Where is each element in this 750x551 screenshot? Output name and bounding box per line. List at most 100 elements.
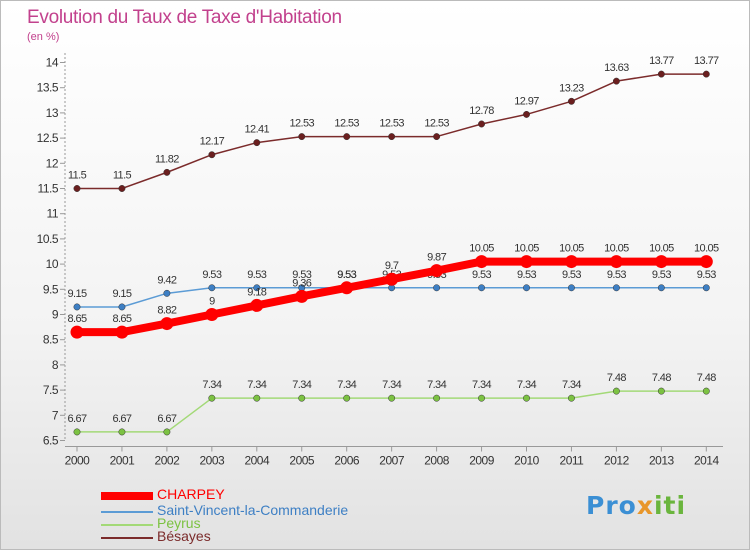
x-tick-label: 2006 xyxy=(334,454,360,468)
data-label-charpey: 10.05 xyxy=(694,243,719,255)
data-point-peyrus xyxy=(612,387,620,395)
data-point-charpey xyxy=(385,272,399,286)
x-tick-label: 2001 xyxy=(110,454,136,468)
data-label-charpey: 10.05 xyxy=(559,243,584,255)
data-point-b-sayes xyxy=(343,133,351,141)
x-tick-label: 2012 xyxy=(604,454,630,468)
data-label-charpey: 9.7 xyxy=(385,260,399,272)
data-point-b-sayes xyxy=(433,133,441,141)
legend-swatch-saint-vincent xyxy=(101,511,153,513)
data-point-saint-vincent-la-commanderie xyxy=(253,284,261,292)
data-label-b-sayes: 13.23 xyxy=(559,82,584,94)
data-label-b-sayes: 13.77 xyxy=(649,55,674,67)
data-point-b-sayes xyxy=(523,110,530,118)
data-point-charpey xyxy=(295,289,309,303)
data-label-b-sayes: 12.17 xyxy=(200,136,225,148)
data-point-peyrus xyxy=(568,394,575,402)
data-label-saint-vincent-la-commanderie: 9.42 xyxy=(157,274,176,286)
data-point-charpey xyxy=(160,317,174,331)
legend-swatch-charpey xyxy=(101,492,153,500)
data-label-peyrus: 7.34 xyxy=(472,379,491,391)
data-label-b-sayes: 12.41 xyxy=(245,124,270,136)
data-point-peyrus xyxy=(208,394,216,402)
data-point-peyrus xyxy=(118,428,126,436)
data-point-b-sayes xyxy=(612,77,620,85)
data-label-peyrus: 7.34 xyxy=(202,379,221,391)
legend-label-peyrus: Peyrus xyxy=(157,515,201,531)
data-label-saint-vincent-la-commanderie: 9.53 xyxy=(292,269,311,281)
data-label-peyrus: 6.67 xyxy=(157,413,176,425)
data-point-b-sayes xyxy=(702,70,710,78)
data-label-peyrus: 7.48 xyxy=(607,372,626,384)
y-tick-label: 11 xyxy=(47,207,59,221)
data-point-charpey xyxy=(475,255,489,269)
y-tick-label: 11.5 xyxy=(38,182,59,196)
data-label-saint-vincent-la-commanderie: 9.53 xyxy=(652,269,671,281)
data-point-b-sayes xyxy=(568,97,575,105)
x-tick-label: 2009 xyxy=(469,454,495,468)
legend-label-charpey: CHARPEY xyxy=(157,486,225,502)
data-label-peyrus: 7.48 xyxy=(652,372,671,384)
data-point-charpey xyxy=(430,264,444,278)
data-label-saint-vincent-la-commanderie: 9.53 xyxy=(517,269,536,281)
data-label-peyrus: 6.67 xyxy=(67,413,86,425)
y-tick-label: 8.5 xyxy=(43,333,59,347)
data-label-charpey: 8.65 xyxy=(112,313,131,325)
data-point-charpey xyxy=(654,255,668,269)
x-tick-label: 2014 xyxy=(694,454,720,468)
x-tick-label: 2005 xyxy=(289,454,315,468)
y-tick-label: 10.5 xyxy=(37,232,59,246)
y-tick-label: 10 xyxy=(46,257,59,271)
y-tick-label: 6.5 xyxy=(43,434,59,448)
data-label-saint-vincent-la-commanderie: 9.15 xyxy=(67,288,86,300)
data-label-charpey: 10.05 xyxy=(649,243,674,255)
data-label-saint-vincent-la-commanderie: 9.15 xyxy=(112,288,131,300)
data-point-peyrus xyxy=(702,387,710,395)
data-point-b-sayes xyxy=(163,168,171,176)
series-line-b-sayes xyxy=(76,73,708,190)
data-point-b-sayes xyxy=(298,133,306,141)
data-label-b-sayes: 12.53 xyxy=(289,118,314,130)
data-point-saint-vincent-la-commanderie xyxy=(702,284,710,292)
data-point-charpey xyxy=(609,255,623,269)
chart-subtitle: (en %) xyxy=(27,31,60,43)
data-point-saint-vincent-la-commanderie xyxy=(118,303,126,311)
data-point-charpey xyxy=(250,298,264,312)
data-label-saint-vincent-la-commanderie: 9.53 xyxy=(562,269,581,281)
data-label-saint-vincent-la-commanderie: 9.53 xyxy=(607,269,626,281)
logo-part-3: iti xyxy=(653,491,687,520)
data-label-b-sayes: 12.97 xyxy=(514,95,539,107)
data-label-charpey: 9.87 xyxy=(427,252,446,264)
data-label-saint-vincent-la-commanderie: 9.53 xyxy=(697,269,716,281)
data-label-b-sayes: 11.82 xyxy=(155,153,179,165)
data-label-b-sayes: 11.5 xyxy=(113,170,132,182)
data-label-b-sayes: 12.78 xyxy=(469,105,494,117)
data-point-b-sayes xyxy=(208,151,216,159)
data-point-b-sayes xyxy=(388,133,396,141)
data-point-saint-vincent-la-commanderie xyxy=(478,284,485,292)
y-tick-label: 7.5 xyxy=(43,383,59,397)
data-point-peyrus xyxy=(478,394,485,402)
y-tick-label: 9.5 xyxy=(43,282,59,296)
data-point-saint-vincent-la-commanderie xyxy=(612,284,620,292)
data-point-peyrus xyxy=(163,428,171,436)
x-tick-label: 2004 xyxy=(244,454,270,468)
data-label-peyrus: 7.34 xyxy=(382,379,401,391)
data-label-peyrus: 7.34 xyxy=(337,379,356,391)
data-point-peyrus xyxy=(298,394,306,402)
data-point-peyrus xyxy=(433,394,441,402)
x-tick-label: 2008 xyxy=(424,454,450,468)
data-label-peyrus: 7.34 xyxy=(292,379,311,391)
data-point-saint-vincent-la-commanderie xyxy=(163,289,171,297)
y-tick-label: 7 xyxy=(52,408,59,422)
data-label-charpey: 10.05 xyxy=(514,243,539,255)
data-label-charpey: 10.05 xyxy=(469,243,494,255)
data-point-saint-vincent-la-commanderie xyxy=(433,284,441,292)
data-label-b-sayes: 12.53 xyxy=(379,118,404,130)
legend-swatch-peyrus xyxy=(101,524,153,526)
data-point-charpey xyxy=(564,255,578,269)
data-point-charpey xyxy=(520,255,533,269)
data-point-peyrus xyxy=(73,428,81,436)
y-tick-label: 12.5 xyxy=(37,131,59,145)
y-tick-label: 8 xyxy=(52,358,59,372)
